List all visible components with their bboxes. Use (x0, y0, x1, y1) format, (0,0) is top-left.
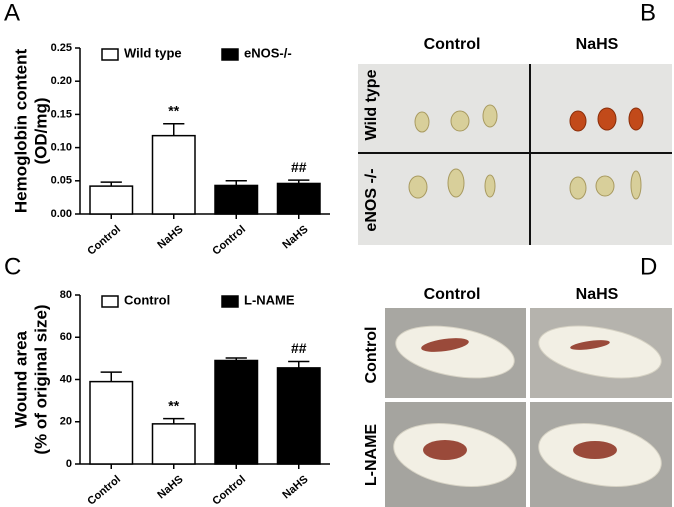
legend-label: L-NAME (244, 292, 295, 307)
legend-label: Control (124, 292, 170, 307)
y-tick-label: 0.10 (51, 142, 72, 154)
legend-swatch (221, 48, 239, 61)
bar-annotation: ## (291, 340, 307, 356)
bar (151, 423, 196, 465)
column-label: NaHS (576, 36, 619, 53)
panel-label: B (640, 0, 656, 26)
y-tick-label: 0 (66, 458, 72, 470)
bar (214, 359, 259, 465)
y-tick-label: 40 (60, 373, 72, 385)
y-tick-label: 80 (60, 289, 72, 301)
y-axis-label: Wound area (11, 330, 30, 428)
column-label: Control (424, 286, 481, 303)
bar (151, 134, 196, 215)
x-tick-label: NaHS (280, 223, 310, 251)
panel-label: A (4, 0, 20, 26)
bar (89, 380, 134, 465)
legend-label: eNOS-/- (244, 45, 292, 60)
legend-label: Wild type (124, 45, 182, 60)
y-axis-label: (% of original size) (31, 304, 50, 454)
y-tick-label: 20 (60, 416, 72, 428)
row-label: L-NAME (363, 424, 380, 487)
rat-group (393, 325, 662, 487)
tissue-group (408, 104, 642, 200)
column-label: NaHS (576, 286, 619, 303)
photo-background (358, 64, 672, 245)
y-tick-label: 60 (60, 331, 72, 343)
y-tick-label: 0.00 (51, 208, 72, 220)
x-tick-label: Control (210, 473, 248, 507)
x-tick-label: NaHS (155, 223, 185, 251)
bar (276, 182, 321, 215)
bar-annotation: ## (291, 159, 307, 175)
y-tick-label: 0.05 (51, 175, 72, 187)
tissue-group (569, 107, 644, 132)
x-tick-label: Control (210, 223, 248, 257)
y-tick-label: 0.15 (51, 108, 72, 120)
row-label: Wild type (363, 69, 380, 140)
panel-label: C (4, 253, 21, 280)
photo-d (385, 308, 672, 507)
bar-annotation: ** (168, 397, 179, 413)
column-label: Control (424, 36, 481, 53)
x-tick-label: NaHS (155, 473, 185, 501)
x-tick-label: Control (85, 473, 123, 507)
bar (89, 185, 134, 215)
photo-b (358, 64, 672, 245)
legend-swatch (221, 295, 239, 308)
x-tick-label: NaHS (280, 473, 310, 501)
panel-label: D (640, 253, 657, 280)
row-label: Control (363, 327, 380, 384)
y-tick-label: 0.25 (51, 42, 72, 54)
bar (276, 367, 321, 465)
y-axis-label: Hemoglobin content (11, 49, 30, 214)
legend-swatch (101, 48, 119, 61)
y-axis-label: (OD/mg) (31, 97, 50, 164)
row-label: eNOS -/- (363, 168, 380, 231)
x-tick-label: Control (85, 223, 123, 257)
y-tick-label: 0.20 (51, 75, 72, 87)
legend-swatch (101, 295, 119, 308)
bar-annotation: ** (168, 102, 179, 118)
bar (214, 184, 259, 215)
wound-group (421, 338, 617, 460)
